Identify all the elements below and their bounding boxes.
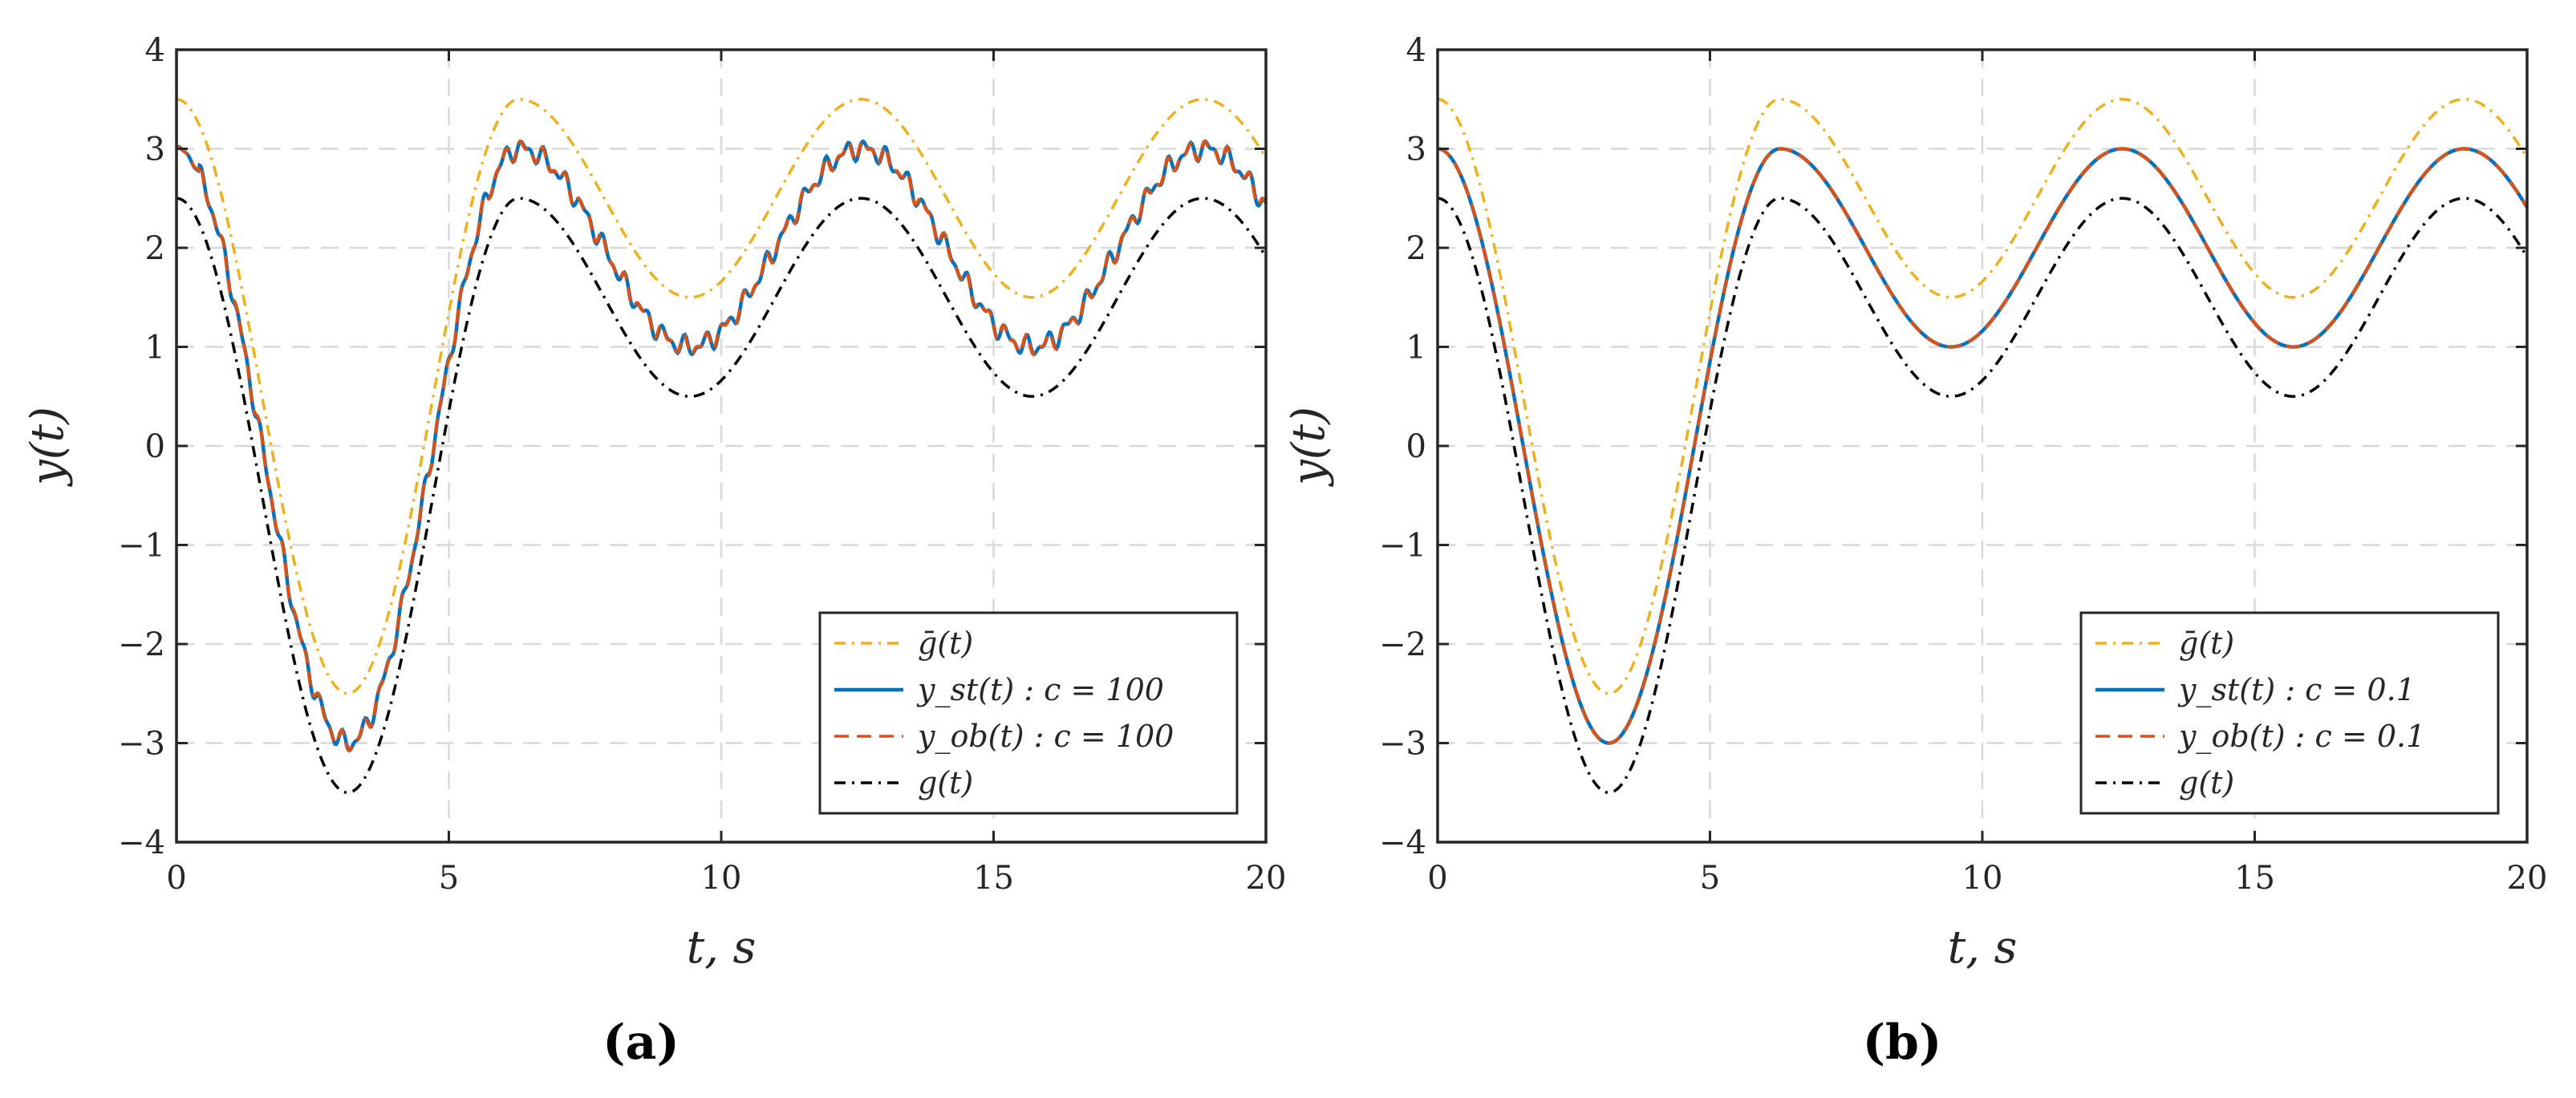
y-tick-label: −4 <box>118 825 165 861</box>
y-axis-label: y(t) <box>22 407 74 488</box>
series-yob <box>176 139 1268 752</box>
panel-b: 0 5 10 15 20 −4 −3 −2 −1 0 1 2 3 4 t, s y(t) (b) ḡ(t) y_st… <box>1283 32 2547 1071</box>
x-tick-label: 15 <box>2234 860 2275 897</box>
legend-label: g(t) <box>2179 765 2234 800</box>
x-tick-label: 0 <box>166 860 186 897</box>
legend-label: y_st(t) : c = 100 <box>916 672 1164 708</box>
panel-label: (a) <box>602 1015 679 1071</box>
series-g <box>176 197 1268 794</box>
y-tick-label: 3 <box>1406 132 1426 168</box>
legend-label: y_ob(t) : c = 100 <box>916 719 1174 755</box>
y-tick-label: 4 <box>1406 32 1426 69</box>
legend-box <box>2079 611 2500 815</box>
y-tick-label: −1 <box>1379 528 1426 565</box>
x-tick-label: 15 <box>973 860 1014 897</box>
y-tick-label: −4 <box>1379 825 1426 861</box>
y-tick-label: 1 <box>145 330 165 367</box>
x-tick-label: 5 <box>1700 860 1720 897</box>
y-tick-label: −2 <box>118 626 165 663</box>
y-axis-label: y(t) <box>1283 407 1335 488</box>
legend-label: y_st(t) : c = 0.1 <box>2177 672 2416 708</box>
legend-label: ḡ(t) <box>2179 626 2234 661</box>
x-axis-label: t, s <box>687 922 757 974</box>
panel-a: 0 5 10 15 20 −4 −3 −2 −1 0 1 2 3 4 t, s y(t) (a) ḡ(t) y_st… <box>22 32 1286 1071</box>
x-tick-label: 20 <box>2507 860 2548 897</box>
series-g <box>1437 197 2529 794</box>
y-tick-label: 1 <box>1406 330 1426 367</box>
y-tick-label: 2 <box>1406 230 1426 267</box>
series-yob <box>1437 147 2529 745</box>
y-tick-label: 0 <box>1406 428 1426 465</box>
x-axis-label: t, s <box>1948 922 2018 974</box>
series-gbar <box>176 97 1268 695</box>
legend-box <box>818 611 1239 815</box>
y-tick-label: −3 <box>118 726 165 763</box>
legend-label: y_ob(t) : c = 0.1 <box>2177 719 2425 755</box>
x-tick-label: 10 <box>701 860 742 897</box>
y-tick-label: 4 <box>145 32 165 69</box>
panel-label: (b) <box>1863 1015 1942 1071</box>
y-tick-label: 0 <box>145 428 165 465</box>
y-tick-label: 2 <box>145 230 165 267</box>
y-tick-label: 3 <box>145 132 165 168</box>
series-gbar <box>1437 97 2529 695</box>
y-tick-label: −3 <box>1379 726 1426 763</box>
x-tick-label: 5 <box>439 860 459 897</box>
x-tick-label: 20 <box>1246 860 1287 897</box>
legend-label: g(t) <box>918 765 973 800</box>
y-tick-label: −1 <box>118 528 165 565</box>
x-tick-label: 10 <box>1962 860 2003 897</box>
x-tick-label: 0 <box>1427 860 1447 897</box>
legend-label: ḡ(t) <box>918 626 973 661</box>
y-tick-label: −2 <box>1379 626 1426 663</box>
